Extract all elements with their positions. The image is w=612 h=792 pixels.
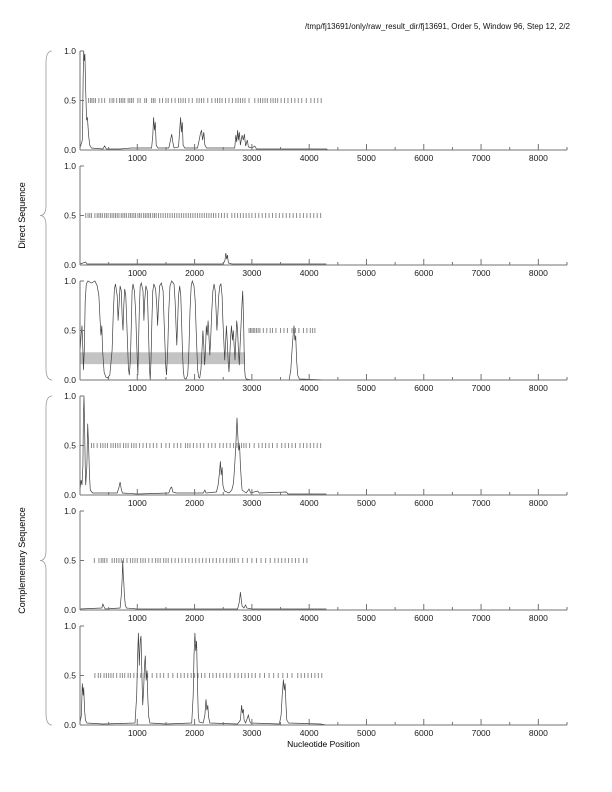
complementary-frame-2-x-tick-label: 3000	[242, 613, 261, 623]
complementary-frame-2-curve	[79, 560, 327, 610]
complementary-frame-2-x-tick-label: 8000	[529, 613, 548, 623]
direct-frame-2-y-tick-label: 0.0	[64, 260, 76, 270]
complementary-frame-3-y-tick-label: 0.5	[64, 671, 76, 681]
direct-frame-2-y-tick-label: 1.0	[64, 161, 76, 171]
direct-frame-3-x-tick-label: 3000	[242, 383, 261, 393]
complementary-frame-1-x-tick-label: 4000	[300, 498, 319, 508]
direct-frame-1-curve	[79, 50, 329, 151]
complementary-frame-2-x-tick-label: 6000	[414, 613, 433, 623]
direct-frame-2-curve	[79, 253, 327, 265]
complementary-frame-1-x-tick-label: 8000	[529, 498, 548, 508]
direct-frame-3-x-tick-label: 2000	[185, 383, 204, 393]
complementary-frame-2-x-tick-label: 5000	[357, 613, 376, 623]
direct-frame-3-x-tick-label: 4000	[300, 383, 319, 393]
complementary-frame-1-curve	[79, 395, 327, 495]
complementary-frame-1-x-tick-label: 3000	[242, 498, 261, 508]
direct-frame-3-x-tick-label: 6000	[414, 383, 433, 393]
complementary-frame-1-x-tick-label: 2000	[185, 498, 204, 508]
direct-frame-1-x-tick-label: 7000	[472, 153, 491, 163]
complementary-frame-2-x-tick-label: 2000	[185, 613, 204, 623]
direct-frame-1-y-tick-label: 0.0	[64, 145, 76, 155]
complementary-frame-3-x-tick-label: 6000	[414, 728, 433, 738]
complementary-frame-3-x-tick-label: 4000	[300, 728, 319, 738]
complementary-frame-3-x-tick-label: 1000	[128, 728, 147, 738]
complementary-sequence-brace	[39, 395, 53, 726]
x-axis-title: Nucleotide Position	[287, 739, 360, 749]
complementary-frame-1-x-tick-label: 5000	[357, 498, 376, 508]
complementary-frame-3-curve	[79, 632, 327, 726]
complementary-frame-2-x-tick-label: 7000	[472, 613, 491, 623]
direct-frame-3-y-tick-label: 0.0	[64, 375, 76, 385]
direct-frame-2-x-tick-label: 1000	[128, 268, 147, 278]
complementary-frame-2-y-tick-label: 0.5	[64, 556, 76, 566]
direct-frame-2-x-tick-label: 4000	[300, 268, 319, 278]
complementary-frame-2-y-tick-label: 1.0	[64, 506, 76, 516]
group-label-direct-sequence: Direct Sequence	[17, 182, 27, 249]
direct-frame-1-x-tick-label: 5000	[357, 153, 376, 163]
direct-frame-1-x-tick-label: 8000	[529, 153, 548, 163]
complementary-frame-2-x-tick-label: 1000	[128, 613, 147, 623]
direct-frame-3-y-tick-label: 0.5	[64, 326, 76, 336]
direct-frame-2-x-tick-label: 8000	[529, 268, 548, 278]
direct-sequence-brace	[39, 50, 53, 381]
direct-frame-2-x-tick-label: 6000	[414, 268, 433, 278]
direct-frame-1-y-tick-label: 0.5	[64, 96, 76, 106]
direct-frame-3-x-tick-label: 5000	[357, 383, 376, 393]
direct-frame-2-x-tick-label: 3000	[242, 268, 261, 278]
direct-frame-3-x-tick-label: 1000	[128, 383, 147, 393]
direct-frame-2-y-tick-label: 0.5	[64, 211, 76, 221]
complementary-frame-3-x-tick-label: 8000	[529, 728, 548, 738]
direct-frame-1-x-tick-label: 2000	[185, 153, 204, 163]
direct-frame-3-shaded-band	[80, 352, 246, 365]
complementary-frame-1-y-tick-label: 1.0	[64, 391, 76, 401]
plot-title: /tmp/fj13691/only/raw_result_dir/fj13691…	[304, 22, 570, 31]
complementary-frame-1-y-tick-label: 0.0	[64, 490, 76, 500]
direct-frame-1-x-tick-label: 6000	[414, 153, 433, 163]
direct-frame-3-curve	[79, 279, 327, 381]
complementary-frame-3-x-tick-label: 7000	[472, 728, 491, 738]
complementary-frame-2-x-tick-label: 4000	[300, 613, 319, 623]
direct-frame-1-x-tick-label: 3000	[242, 153, 261, 163]
direct-frame-1-x-tick-label: 4000	[300, 153, 319, 163]
direct-frame-2-x-tick-label: 5000	[357, 268, 376, 278]
complementary-frame-2-y-tick-label: 0.0	[64, 605, 76, 615]
complementary-frame-1-x-tick-label: 6000	[414, 498, 433, 508]
direct-frame-1-x-tick-label: 1000	[128, 153, 147, 163]
complementary-frame-1-x-tick-label: 7000	[472, 498, 491, 508]
complementary-frame-1-x-tick-label: 1000	[128, 498, 147, 508]
direct-frame-2-x-tick-label: 2000	[185, 268, 204, 278]
complementary-frame-3-x-tick-label: 5000	[357, 728, 376, 738]
group-label-complementary-sequence: Complementary Sequence	[17, 507, 27, 614]
complementary-frame-3-x-tick-label: 2000	[185, 728, 204, 738]
direct-frame-3-y-tick-label: 1.0	[64, 276, 76, 286]
direct-frame-3-x-tick-label: 7000	[472, 383, 491, 393]
direct-frame-3-x-tick-label: 8000	[529, 383, 548, 393]
complementary-frame-1-y-tick-label: 0.5	[64, 441, 76, 451]
direct-frame-2-x-tick-label: 7000	[472, 268, 491, 278]
direct-frame-1-y-tick-label: 1.0	[64, 46, 76, 56]
complementary-frame-3-x-tick-label: 3000	[242, 728, 261, 738]
complementary-frame-3-y-tick-label: 1.0	[64, 621, 76, 631]
complementary-frame-3-y-tick-label: 0.0	[64, 720, 76, 730]
